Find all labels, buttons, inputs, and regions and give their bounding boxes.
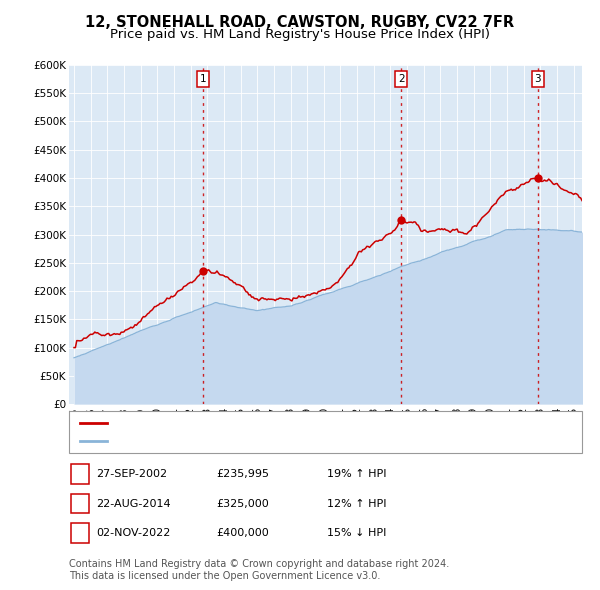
Text: 1: 1 <box>76 468 83 481</box>
Text: 22-AUG-2014: 22-AUG-2014 <box>96 499 170 509</box>
Text: 12% ↑ HPI: 12% ↑ HPI <box>327 499 386 509</box>
Text: HPI: Average price, detached house, Rugby: HPI: Average price, detached house, Rugb… <box>114 437 355 447</box>
Text: £325,000: £325,000 <box>216 499 269 509</box>
Text: 3: 3 <box>76 527 83 540</box>
Text: 2: 2 <box>398 74 404 84</box>
Text: 27-SEP-2002: 27-SEP-2002 <box>96 470 167 479</box>
Text: Price paid vs. HM Land Registry's House Price Index (HPI): Price paid vs. HM Land Registry's House … <box>110 28 490 41</box>
Text: 02-NOV-2022: 02-NOV-2022 <box>96 529 170 538</box>
Text: 15% ↓ HPI: 15% ↓ HPI <box>327 529 386 538</box>
Text: £235,995: £235,995 <box>216 470 269 479</box>
Text: 19% ↑ HPI: 19% ↑ HPI <box>327 470 386 479</box>
Text: 2: 2 <box>76 497 83 510</box>
Text: 12, STONEHALL ROAD, CAWSTON, RUGBY, CV22 7FR: 12, STONEHALL ROAD, CAWSTON, RUGBY, CV22… <box>85 15 515 30</box>
Text: 1: 1 <box>200 74 206 84</box>
Text: 3: 3 <box>535 74 541 84</box>
Text: £400,000: £400,000 <box>216 529 269 538</box>
Text: 12, STONEHALL ROAD, CAWSTON, RUGBY, CV22 7FR (detached house): 12, STONEHALL ROAD, CAWSTON, RUGBY, CV22… <box>114 418 510 428</box>
Text: Contains HM Land Registry data © Crown copyright and database right 2024.
This d: Contains HM Land Registry data © Crown c… <box>69 559 449 581</box>
